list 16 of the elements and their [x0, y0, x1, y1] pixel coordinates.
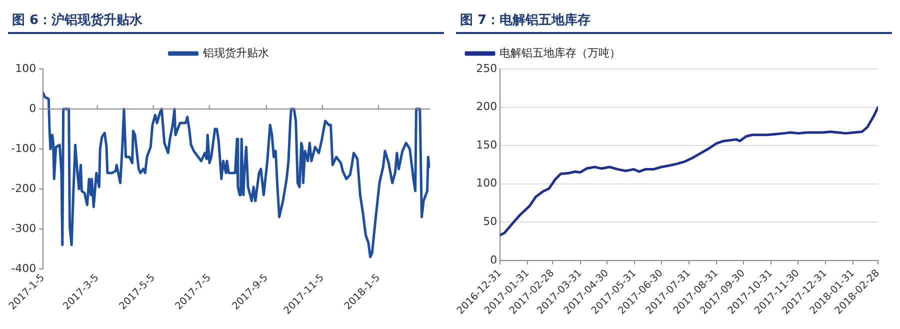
- legend-label: 铝现货升贴水: [202, 46, 269, 60]
- chart-title: 图 7：电解铝五地库存: [456, 8, 892, 34]
- y-tick-label: 150: [476, 138, 498, 152]
- y-tick-label: -400: [11, 262, 36, 275]
- y-tick-label: 0: [29, 102, 36, 115]
- legend-label: 电解铝五地库存（万吨）: [500, 46, 620, 60]
- y-tick-label: -100: [11, 142, 36, 155]
- chart-title: 图 6：沪铝现货升贴水: [8, 8, 444, 34]
- y-tick-label: 200: [476, 100, 498, 114]
- y-tick-label: -300: [11, 222, 36, 235]
- y-tick-label: 100: [15, 62, 36, 75]
- y-tick-label: 50: [483, 214, 498, 228]
- y-tick-label: 0: [490, 253, 498, 266]
- y-tick-label: 100: [476, 176, 498, 190]
- y-tick-label: -200: [11, 182, 36, 195]
- y-tick-label: 250: [476, 62, 498, 75]
